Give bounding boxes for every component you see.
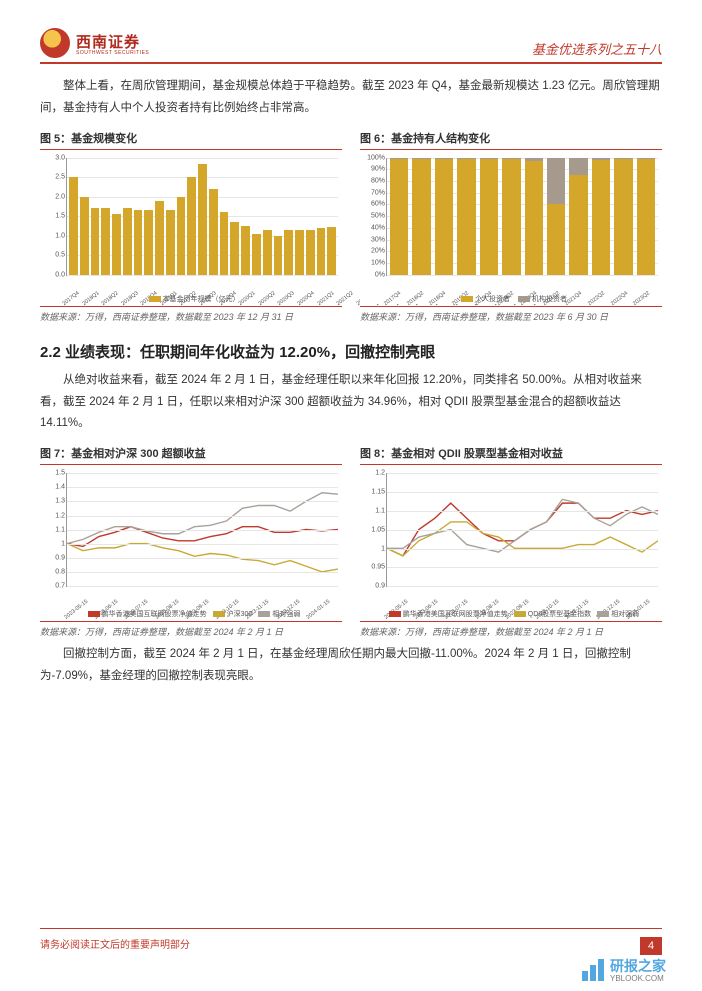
legend-label: 鹏华香港美国互联网股票净值走势 — [102, 611, 207, 618]
fig5-source: 数据来源：万得，西南证券整理，数据截至 2023 年 12 月 31 日 — [40, 306, 342, 323]
fig6-source: 数据来源：万得，西南证券整理，数据截至 2023 年 6 月 30 日 — [360, 306, 662, 323]
fig5-chart: 0.00.51.01.52.02.53.0 2017Q42018Q12018Q2… — [40, 154, 342, 304]
legend-label: QDII股票型基金指数 — [528, 611, 591, 618]
bar — [241, 226, 250, 275]
bar — [317, 228, 326, 275]
bar — [306, 230, 315, 275]
bar — [155, 201, 164, 275]
fig8-title: 图 8：基金相对 QDII 股票型基金相对收益 — [360, 445, 662, 465]
series-title: 基金优选系列之五十八 — [532, 39, 662, 58]
section-2-2-para: 从绝对收益来看，截至 2024 年 2 月 1 日，基金经理任职以来年化回报 1… — [40, 370, 662, 436]
bar — [198, 164, 207, 275]
bar — [187, 177, 196, 275]
fig6-legend-2: 机构投资者 — [532, 296, 567, 303]
footer-disclaimer: 请务必阅读正文后的重要声明部分 — [40, 936, 190, 951]
series-line — [387, 522, 658, 556]
stacked-bar — [457, 158, 475, 275]
fig7-title: 图 7：基金相对沪深 300 超额收益 — [40, 445, 342, 465]
figure-8: 图 8：基金相对 QDII 股票型基金相对收益 0.90.9511.051.11… — [360, 445, 662, 638]
legend-label: 相对强弱 — [611, 611, 639, 618]
figure-6: 图 6：基金持有人结构变化 0%10%20%30%40%50%60%70%80%… — [360, 130, 662, 323]
bar — [284, 230, 293, 275]
fig6-chart: 0%10%20%30%40%50%60%70%80%90%100% 2017Q4… — [360, 154, 662, 304]
intro-paragraph: 整体上看，在周欣管理期间，基金规模总体趋于平稳趋势。截至 2023 年 Q4，基… — [40, 76, 662, 120]
bar — [263, 230, 272, 275]
legend-label: 鹏华香港美国互联网股票净值走势 — [403, 611, 508, 618]
bar — [327, 227, 336, 275]
stacked-bar — [525, 158, 543, 275]
bar — [134, 210, 143, 274]
figure-7: 图 7：基金相对沪深 300 超额收益 0.70.80.911.11.21.31… — [40, 445, 342, 638]
logo: 西南证券 SOUTHWEST SECURITIES — [40, 28, 149, 58]
stacked-bar — [592, 158, 610, 275]
stacked-bar — [412, 158, 430, 275]
logo-icon — [40, 28, 70, 58]
bar — [123, 208, 132, 274]
bar — [144, 210, 153, 274]
fig5-legend: 本基金历年规模（亿元） — [163, 296, 240, 303]
bar — [295, 230, 304, 275]
stacked-bar — [435, 158, 453, 275]
legend-label: 相对强弱 — [272, 611, 300, 618]
section-2-2-heading: 2.2 业绩表现：任职期间年化收益为 12.20%，回撤控制亮眼 — [40, 341, 662, 362]
bar — [274, 236, 283, 275]
watermark-text: 研报之家 — [610, 956, 666, 976]
bar — [166, 210, 175, 274]
stacked-bar — [637, 158, 655, 275]
bar — [69, 177, 78, 275]
fig8-chart: 0.90.9511.051.11.151.2 2023-05-152023-06… — [360, 469, 662, 619]
watermark: 研报之家 YBLOOK.COM — [582, 956, 666, 983]
fig7-source: 数据来源：万得，西南证券整理，数据截至 2024 年 2 月 1 日 — [40, 621, 342, 638]
stacked-bar — [569, 158, 587, 275]
fig8-source: 数据来源：万得，西南证券整理，数据截至 2024 年 2 月 1 日 — [360, 621, 662, 638]
fig7-chart: 0.70.80.911.11.21.31.41.5 2023-05-152023… — [40, 469, 342, 619]
bar — [91, 208, 100, 274]
bar — [101, 208, 110, 274]
figure-5: 图 5：基金规模变化 0.00.51.01.52.02.53.0 2017Q42… — [40, 130, 342, 323]
bar — [209, 189, 218, 275]
stacked-bar — [390, 158, 408, 275]
page-header: 西南证券 SOUTHWEST SECURITIES 基金优选系列之五十八 — [40, 28, 662, 64]
bar — [252, 234, 261, 275]
fig6-legend-1: 个人投资者 — [475, 296, 510, 303]
footer-rule — [40, 928, 662, 929]
fig6-title: 图 6：基金持有人结构变化 — [360, 130, 662, 150]
logo-subtext: SOUTHWEST SECURITIES — [76, 50, 149, 56]
series-line — [387, 500, 658, 553]
stacked-bar — [547, 158, 565, 275]
bar — [177, 197, 186, 275]
bar — [220, 212, 229, 274]
bar — [230, 222, 239, 275]
bar — [80, 197, 89, 275]
bar — [112, 214, 121, 274]
legend-label: 沪深300 — [227, 611, 253, 618]
drawdown-paragraph: 回撤控制方面，截至 2024 年 2 月 1 日，在基金经理周欣任期内最大回撤-… — [40, 644, 662, 688]
logo-text: 西南证券 — [76, 31, 149, 52]
stacked-bar — [614, 158, 632, 275]
page-number: 4 — [640, 937, 662, 955]
fig5-title: 图 5：基金规模变化 — [40, 130, 342, 150]
stacked-bar — [480, 158, 498, 275]
stacked-bar — [502, 158, 520, 275]
watermark-sub: YBLOOK.COM — [610, 974, 666, 983]
